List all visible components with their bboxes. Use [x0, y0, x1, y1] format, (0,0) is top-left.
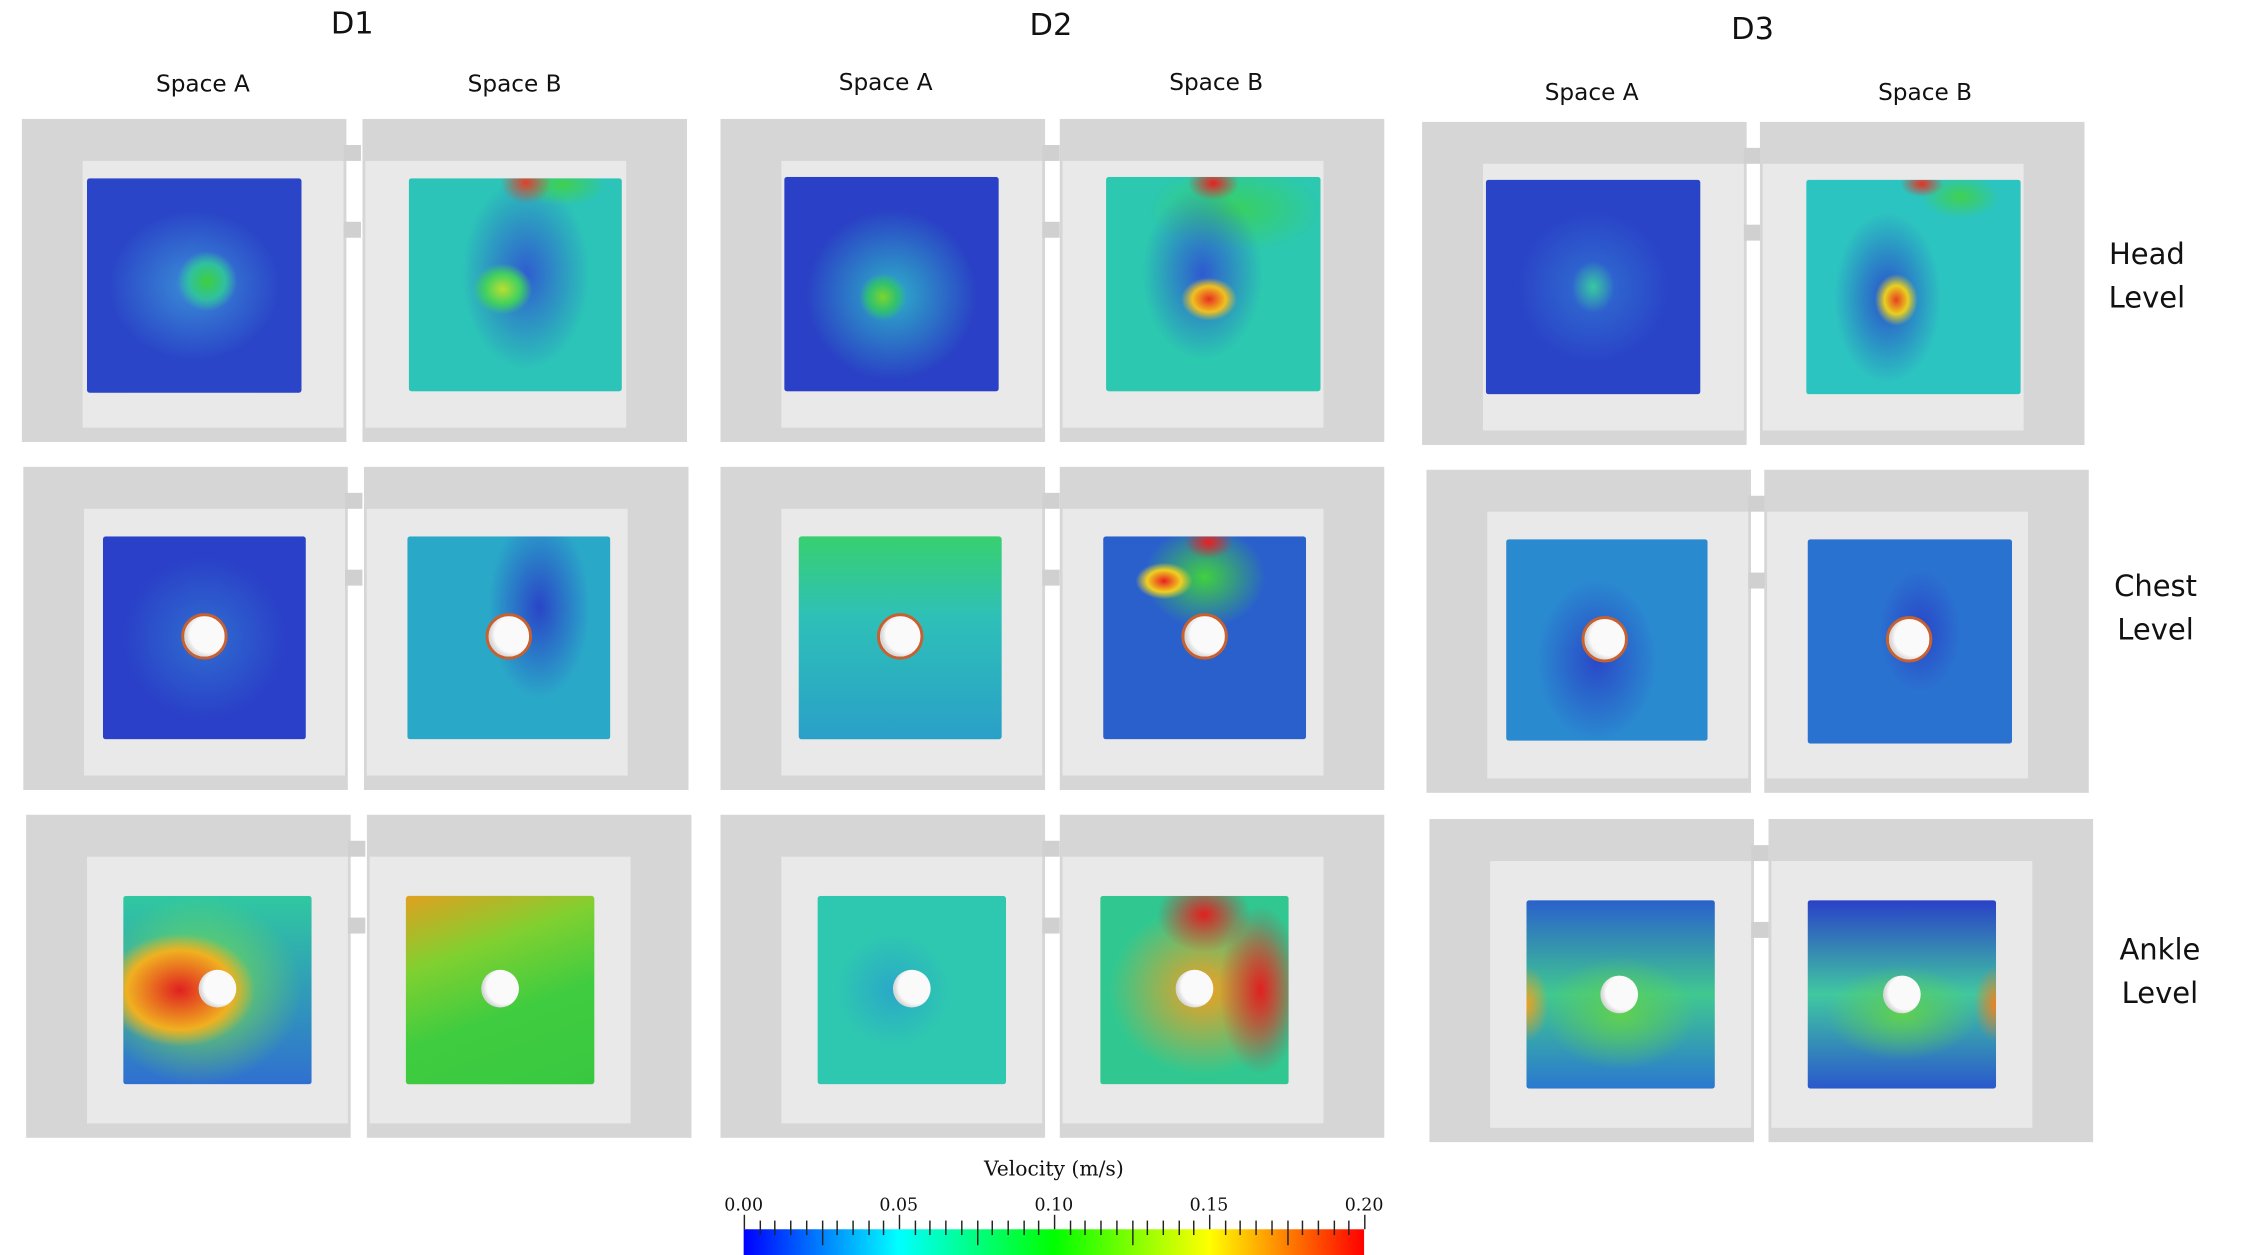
- velocity-contour-field: [1106, 176, 1321, 392]
- row-label: Ankle Level: [2119, 932, 2201, 1011]
- space-label: Space A: [1544, 78, 1639, 106]
- colorbar-tick: [991, 1220, 994, 1236]
- door-connector: [1748, 572, 1766, 589]
- colorbar-tick: [1348, 1220, 1351, 1236]
- colorbar-tick-label: 0.00: [724, 1194, 764, 1215]
- colorbar-title: Velocity (m/s): [983, 1158, 1124, 1182]
- colorbar-tick: [1333, 1220, 1335, 1236]
- door-connector: [343, 144, 361, 161]
- colorbar-tick: [1271, 1220, 1273, 1236]
- colorbar-tick: [1115, 1220, 1118, 1236]
- occupant-circle: [1581, 616, 1628, 663]
- occupant-circle: [481, 969, 519, 1008]
- column-title-d2: D2: [1029, 7, 1073, 43]
- space-label: Space B: [1878, 78, 1973, 106]
- occupant-circle: [485, 613, 533, 660]
- colorbar-tick: [1193, 1220, 1195, 1236]
- colorbar-tick: [867, 1220, 870, 1236]
- colorbar-tick: [790, 1220, 792, 1236]
- colorbar-tick: [1069, 1220, 1071, 1236]
- door-connector: [1751, 845, 1769, 862]
- colorbar-tick: [743, 1214, 746, 1230]
- velocity-contour-field: [1485, 179, 1701, 395]
- door-connector: [343, 221, 361, 238]
- door-connector: [1042, 221, 1060, 238]
- colorbar-tick: [1286, 1220, 1288, 1246]
- colorbar-tick: [960, 1220, 963, 1236]
- space-label: Space A: [155, 69, 250, 98]
- column-title-d1: D1: [330, 5, 374, 41]
- colorbar-tick: [1317, 1220, 1319, 1236]
- colorbar-tick: [1162, 1220, 1164, 1236]
- colorbar-tick: [1022, 1220, 1025, 1236]
- velocity-contour-field: [1806, 179, 2021, 395]
- door-connector: [1042, 569, 1060, 586]
- colorbar-tick: [774, 1220, 777, 1236]
- colorbar-tick: [1239, 1220, 1242, 1236]
- space-label: Space B: [467, 69, 562, 98]
- velocity-contour-field: [86, 178, 302, 393]
- colorbar-tick-label: 0.20: [1344, 1194, 1384, 1215]
- row-label: Chest Level: [2114, 568, 2198, 647]
- space-label: Space B: [1169, 68, 1264, 96]
- colorbar-tick: [914, 1220, 916, 1236]
- velocity-contour-field: [817, 895, 1007, 1085]
- colorbar-tick: [1224, 1220, 1226, 1236]
- colorbar-tick: [1302, 1220, 1304, 1236]
- colorbar-tick: [1146, 1220, 1149, 1236]
- velocity-contour-field: [407, 536, 611, 740]
- door-connector: [1751, 921, 1769, 938]
- door-connector: [345, 492, 363, 509]
- occupant-circle: [892, 969, 931, 1008]
- colorbar-tick: [1177, 1220, 1180, 1236]
- occupant-circle: [1181, 613, 1228, 660]
- occupant-circle: [1175, 969, 1214, 1008]
- door-connector: [345, 569, 363, 586]
- colorbar-tick: [1100, 1220, 1102, 1236]
- colorbar-tick: [1364, 1214, 1366, 1230]
- colorbar-tick: [883, 1220, 885, 1236]
- velocity-contour-field: [1103, 536, 1307, 740]
- door-connector: [1042, 840, 1060, 857]
- door-connector: [1748, 495, 1766, 512]
- space-label: Space A: [838, 68, 933, 96]
- colorbar-tick: [1131, 1220, 1133, 1246]
- column-title-d3: D3: [1731, 11, 1774, 47]
- door-connector: [1042, 492, 1060, 509]
- colorbar-tick: [852, 1220, 854, 1236]
- colorbar-tick: [1084, 1220, 1087, 1236]
- colorbar-tick: [929, 1220, 932, 1236]
- colorbar-tick: [1053, 1214, 1056, 1230]
- occupant-circle: [877, 613, 924, 660]
- colorbar-tick: [1038, 1220, 1040, 1236]
- door-connector: [1042, 144, 1060, 161]
- row-label: Head Level: [2108, 236, 2186, 315]
- door-connector: [347, 917, 366, 934]
- colorbar-tick: [1007, 1220, 1009, 1236]
- colorbar-tick: [976, 1220, 978, 1246]
- occupant-circle: [1600, 975, 1639, 1014]
- colorbar-tick: [898, 1214, 901, 1230]
- colorbar-tick-label: 0.15: [1189, 1194, 1229, 1215]
- colorbar-tick: [1255, 1220, 1257, 1236]
- door-connector: [1042, 917, 1060, 934]
- occupant-circle: [1885, 616, 1933, 663]
- door-connector: [1743, 224, 1762, 241]
- colorbar-tick-label: 0.10: [1034, 1194, 1074, 1215]
- colorbar-tick: [836, 1220, 839, 1236]
- colorbar-tick-label: 0.05: [879, 1194, 919, 1215]
- colorbar-tick: [759, 1220, 761, 1236]
- velocity-contour-field: [408, 178, 622, 392]
- colorbar-tick: [945, 1220, 947, 1236]
- occupant-circle: [181, 613, 228, 660]
- velocity-contour-field: [784, 176, 999, 392]
- colorbar-tick: [805, 1220, 808, 1236]
- occupant-circle: [198, 969, 237, 1008]
- door-connector: [1743, 147, 1762, 164]
- colorbar-tick: [821, 1220, 823, 1246]
- door-connector: [347, 840, 366, 857]
- occupant-circle: [1883, 975, 1921, 1014]
- colorbar-tick: [1208, 1214, 1211, 1230]
